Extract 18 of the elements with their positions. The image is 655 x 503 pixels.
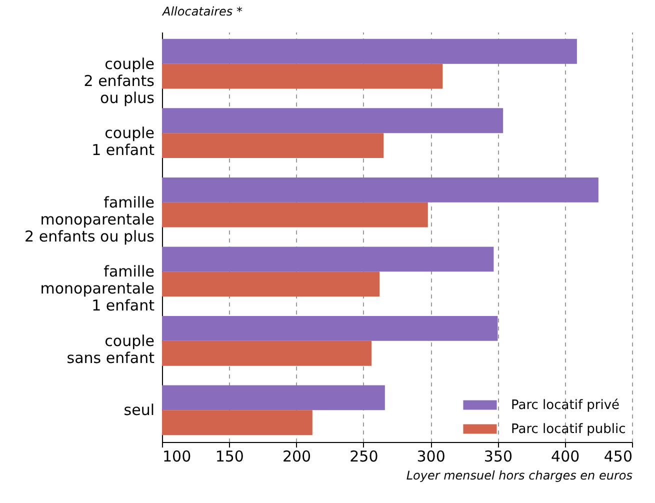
legend-label: Parc locatif privé: [511, 398, 620, 413]
x-tick-label: 150: [215, 448, 244, 466]
y-tick-label: couple sans enfant: [66, 332, 155, 367]
x-tick-label: 100: [162, 448, 192, 466]
x-axis-title: Loyer mensuel hors charges en euros: [406, 468, 632, 482]
y-tick-label: famille monoparentale 2 enfants ou plus: [24, 193, 155, 246]
x-tick-label: 450: [604, 448, 632, 466]
legend-label: Parc locatif public: [511, 422, 626, 437]
y-tick-label: seul: [124, 401, 154, 420]
y-tick-label: famille monoparentale 1 enfant: [40, 262, 155, 315]
x-tick-label: 400: [551, 448, 580, 466]
x-tick-label: 250: [350, 448, 378, 466]
x-tick-label: 350: [484, 448, 513, 466]
y-tick-label: couple 2 enfants ou plus: [84, 54, 155, 107]
y-tick-label: couple 1 enfant: [92, 124, 155, 160]
x-tick-label: 300: [416, 448, 446, 466]
y-axis-title: Allocataires *: [162, 4, 242, 18]
x-tick-label: 200: [282, 448, 312, 466]
